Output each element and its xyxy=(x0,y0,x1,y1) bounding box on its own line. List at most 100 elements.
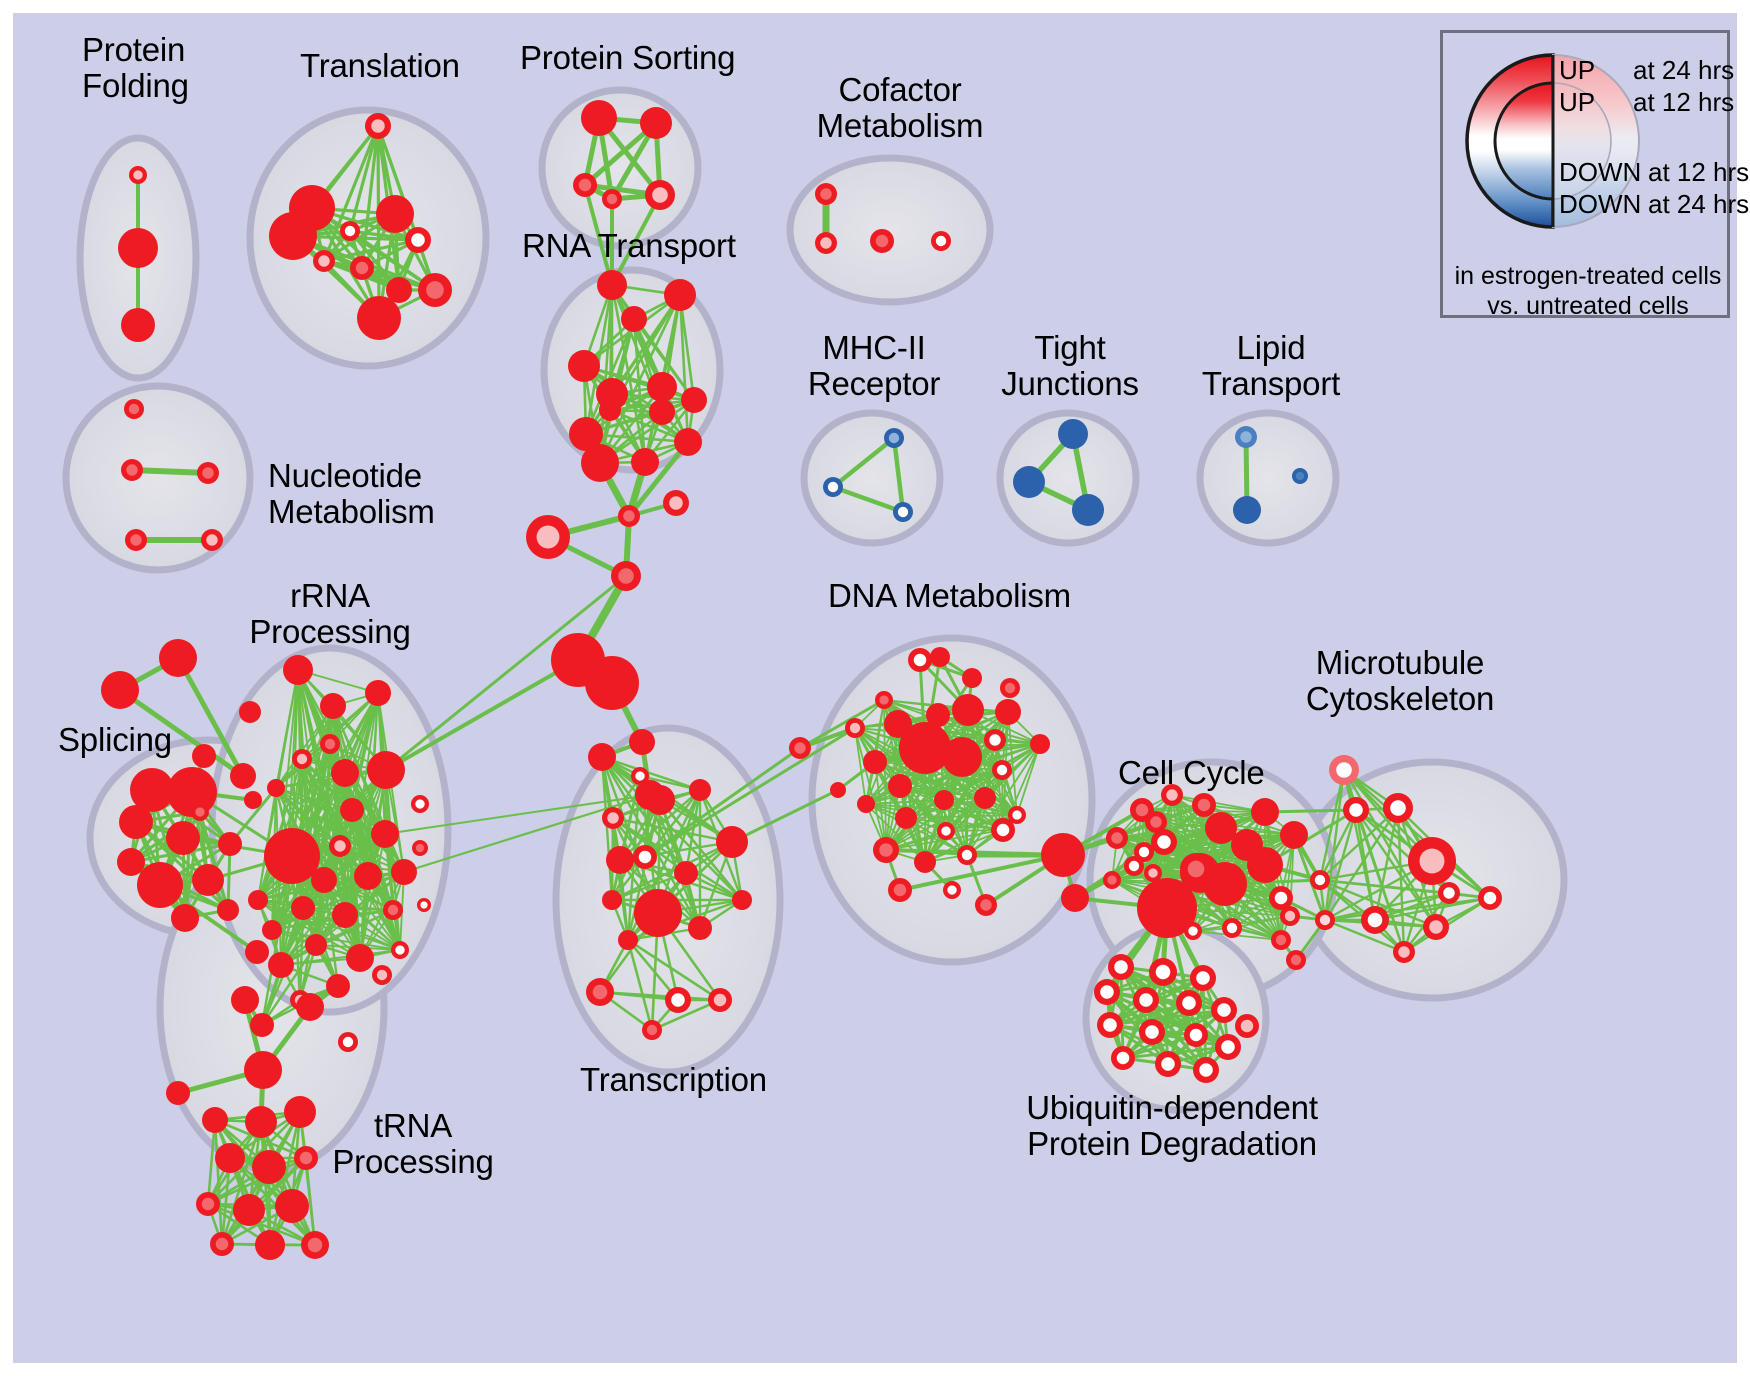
network-node[interactable] xyxy=(365,680,391,706)
network-node[interactable] xyxy=(1013,466,1045,498)
network-node[interactable] xyxy=(372,965,392,985)
network-node[interactable] xyxy=(338,1032,358,1052)
network-node[interactable] xyxy=(664,279,696,311)
network-node[interactable] xyxy=(117,848,145,876)
network-node[interactable] xyxy=(586,978,614,1006)
network-node[interactable] xyxy=(311,867,337,893)
network-node[interactable] xyxy=(1222,918,1242,938)
network-node[interactable] xyxy=(255,1230,285,1260)
network-node[interactable] xyxy=(192,744,216,768)
network-node[interactable] xyxy=(674,428,702,456)
network-node[interactable] xyxy=(830,782,846,798)
network-node[interactable] xyxy=(215,1143,245,1173)
network-node[interactable] xyxy=(1041,833,1085,877)
network-node[interactable] xyxy=(119,805,153,839)
network-node[interactable] xyxy=(294,1146,318,1170)
network-node[interactable] xyxy=(350,256,374,280)
network-node[interactable] xyxy=(992,760,1012,780)
network-node[interactable] xyxy=(191,803,209,821)
network-node[interactable] xyxy=(391,859,417,885)
network-node[interactable] xyxy=(688,916,712,940)
network-node[interactable] xyxy=(1251,798,1279,826)
network-node[interactable] xyxy=(884,428,904,448)
network-node[interactable] xyxy=(250,1013,274,1037)
network-node[interactable] xyxy=(1161,784,1183,806)
network-node[interactable] xyxy=(166,1081,190,1105)
network-node[interactable] xyxy=(121,459,143,481)
network-node[interactable] xyxy=(602,189,622,209)
network-node[interactable] xyxy=(275,1189,309,1223)
network-node[interactable] xyxy=(943,881,961,899)
network-node[interactable] xyxy=(1315,910,1335,930)
network-node[interactable] xyxy=(875,691,893,709)
network-node[interactable] xyxy=(930,647,950,667)
network-node[interactable] xyxy=(329,835,351,857)
network-node[interactable] xyxy=(1139,1019,1165,1045)
network-node[interactable] xyxy=(642,1020,662,1040)
network-node[interactable] xyxy=(383,900,403,920)
network-node[interactable] xyxy=(629,729,655,755)
network-node[interactable] xyxy=(581,100,617,136)
network-node[interactable] xyxy=(244,791,262,809)
network-node[interactable] xyxy=(1292,468,1308,484)
network-node[interactable] xyxy=(1144,864,1162,882)
network-node[interactable] xyxy=(647,372,677,402)
network-node[interactable] xyxy=(1061,884,1089,912)
network-node[interactable] xyxy=(1130,798,1154,822)
network-node[interactable] xyxy=(320,734,340,754)
network-node[interactable] xyxy=(649,399,675,425)
network-node[interactable] xyxy=(633,845,657,869)
network-node[interactable] xyxy=(245,1106,277,1138)
network-node[interactable] xyxy=(815,232,837,254)
network-node[interactable] xyxy=(991,818,1015,842)
network-node[interactable] xyxy=(1030,734,1050,754)
network-node[interactable] xyxy=(674,861,698,885)
network-node[interactable] xyxy=(1271,930,1291,950)
network-node[interactable] xyxy=(1134,842,1154,862)
network-node[interactable] xyxy=(937,822,955,840)
network-node[interactable] xyxy=(376,195,414,233)
network-node[interactable] xyxy=(1310,870,1330,890)
network-node[interactable] xyxy=(301,1231,329,1259)
network-node[interactable] xyxy=(233,1194,265,1226)
network-node[interactable] xyxy=(346,944,374,972)
network-node[interactable] xyxy=(732,890,752,910)
network-node[interactable] xyxy=(331,759,359,787)
network-node[interactable] xyxy=(1106,827,1128,849)
network-node[interactable] xyxy=(665,987,691,1013)
network-node[interactable] xyxy=(621,306,647,332)
network-node[interactable] xyxy=(1269,886,1293,910)
network-node[interactable] xyxy=(202,1107,228,1133)
network-node[interactable] xyxy=(581,444,619,482)
network-node[interactable] xyxy=(313,250,335,272)
network-node[interactable] xyxy=(296,993,324,1021)
network-node[interactable] xyxy=(602,890,622,910)
network-node[interactable] xyxy=(1205,812,1237,844)
network-node[interactable] xyxy=(845,718,865,738)
network-node[interactable] xyxy=(618,930,638,950)
network-node[interactable] xyxy=(1247,847,1283,883)
network-node[interactable] xyxy=(618,505,640,527)
network-node[interactable] xyxy=(1329,755,1359,785)
network-node[interactable] xyxy=(857,795,875,813)
network-node[interactable] xyxy=(1383,793,1413,823)
network-node[interactable] xyxy=(252,1150,286,1184)
network-node[interactable] xyxy=(340,221,360,241)
network-node[interactable] xyxy=(1184,1023,1208,1047)
network-node[interactable] xyxy=(962,668,982,688)
network-node[interactable] xyxy=(129,166,147,184)
network-node[interactable] xyxy=(681,387,707,413)
network-node[interactable] xyxy=(884,710,912,738)
network-node[interactable] xyxy=(888,774,912,798)
network-node[interactable] xyxy=(1000,678,1020,698)
network-node[interactable] xyxy=(908,648,932,672)
network-node[interactable] xyxy=(1058,419,1088,449)
network-node[interactable] xyxy=(631,448,659,476)
network-node[interactable] xyxy=(171,904,199,932)
network-node[interactable] xyxy=(1215,1034,1241,1060)
network-node[interactable] xyxy=(354,862,382,890)
network-node[interactable] xyxy=(101,671,139,709)
network-node[interactable] xyxy=(823,477,843,497)
network-node[interactable] xyxy=(611,561,641,591)
network-node[interactable] xyxy=(386,277,412,303)
